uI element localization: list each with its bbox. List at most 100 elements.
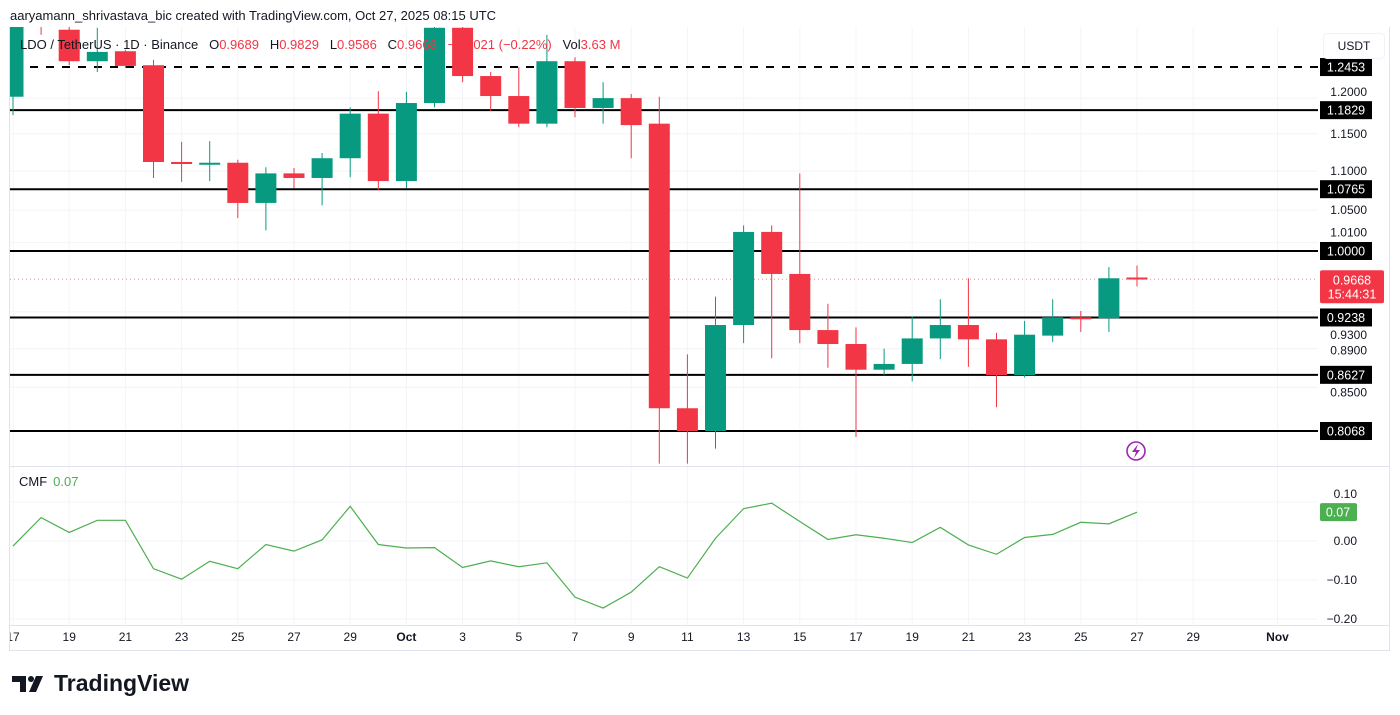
candle[interactable]: [564, 57, 586, 118]
candle[interactable]: [957, 278, 979, 367]
candle[interactable]: [1126, 265, 1148, 287]
candle[interactable]: [3, 12, 24, 116]
candle[interactable]: [339, 107, 361, 178]
time-tick-label: 23: [175, 630, 189, 644]
candle-body: [705, 325, 726, 432]
candle[interactable]: [789, 173, 811, 344]
time-tick-label: 27: [1130, 630, 1144, 644]
tradingview-logo[interactable]: TradingView: [12, 670, 189, 697]
cmf-pane: [10, 501, 1318, 620]
candle-body: [536, 61, 558, 124]
candle[interactable]: [1042, 299, 1064, 343]
candle-body: [199, 162, 221, 165]
level-badge-label: 1.0000: [1327, 245, 1365, 259]
candle[interactable]: [733, 225, 755, 344]
cmf-tick-label: −0.10: [1327, 573, 1358, 587]
candle-body: [929, 325, 951, 339]
candle[interactable]: [143, 59, 164, 178]
candle[interactable]: [845, 327, 867, 438]
time-tick-label: Nov: [1266, 630, 1289, 644]
low-value: 0.9586: [337, 37, 377, 52]
candle[interactable]: [311, 152, 333, 206]
time-tick-label: 17: [6, 630, 20, 644]
event-marker[interactable]: [1126, 441, 1146, 461]
price-tick-label: 0.8500: [1330, 385, 1367, 399]
candle[interactable]: [986, 332, 1007, 408]
level-badge: [1320, 242, 1372, 260]
candle[interactable]: [199, 141, 221, 182]
candle[interactable]: [620, 93, 642, 159]
bar-countdown-label: 15:44:31: [1328, 287, 1377, 301]
candle-body: [1098, 278, 1120, 319]
cmf-label[interactable]: CMF: [19, 474, 48, 489]
candle-body: [901, 338, 923, 364]
current-price-badge: [1320, 270, 1384, 304]
time-tick-label: 11: [681, 630, 694, 644]
time-tick-label: 29: [1187, 630, 1201, 644]
candle[interactable]: [536, 34, 558, 128]
volume-value: 3.63 M: [580, 37, 621, 52]
candle[interactable]: [648, 96, 670, 464]
change-value: −0.0021 (−0.22%): [447, 37, 552, 52]
price-tick-label: 1.0500: [1330, 203, 1367, 217]
candle[interactable]: [395, 91, 417, 189]
currency-button[interactable]: USDT: [1323, 33, 1385, 59]
candle[interactable]: [761, 225, 783, 359]
time-axis[interactable]: 17 19 21 23 25 27 29 Oct 3 5 7 9 11 13 15 17 19 21 23 25 27 2…: [6, 630, 1289, 644]
symbol-legend: LDO / TetherUS · 1D · Binance O0.9689 H0…: [20, 37, 620, 52]
level-badge-label: 0.8068: [1327, 425, 1365, 439]
candle-body: [10, 27, 24, 97]
price-tick-label: 1.1500: [1330, 127, 1367, 141]
candle[interactable]: [592, 82, 614, 124]
time-tick-label: 21: [962, 630, 976, 644]
candles: [3, 0, 1148, 464]
candle-body: [114, 51, 136, 66]
price-tick-label: 1.0100: [1330, 226, 1367, 240]
candle[interactable]: [171, 141, 193, 182]
symbol-title[interactable]: LDO / TetherUS · 1D · Binance: [20, 37, 199, 52]
candle-body: [508, 96, 530, 124]
time-tick-label: 25: [231, 630, 245, 644]
candle-body: [873, 363, 895, 370]
candle-body: [648, 123, 670, 409]
candle[interactable]: [86, 27, 108, 72]
cmf-tick-label: 0.10: [1334, 487, 1358, 501]
candle[interactable]: [31, 0, 52, 35]
candle-body: [58, 29, 80, 62]
candle-body: [452, 27, 474, 77]
candle-body: [171, 161, 193, 164]
candle[interactable]: [1098, 267, 1120, 332]
candle[interactable]: [424, 12, 445, 108]
candle-body: [339, 113, 361, 159]
candle[interactable]: [480, 71, 502, 111]
candle[interactable]: [114, 49, 136, 68]
candle[interactable]: [901, 316, 923, 382]
candle[interactable]: [227, 159, 249, 219]
candle[interactable]: [929, 299, 951, 360]
candle[interactable]: [508, 67, 530, 128]
candle[interactable]: [367, 91, 389, 191]
candle[interactable]: [1070, 310, 1092, 332]
candle-body: [761, 231, 783, 274]
price-tick-label: 1.2000: [1330, 85, 1367, 99]
candle[interactable]: [676, 354, 698, 464]
candle[interactable]: [817, 303, 839, 368]
price-tick-label: 1.1000: [1330, 164, 1367, 178]
candle-body: [592, 98, 614, 108]
candle-body: [733, 231, 755, 326]
candle[interactable]: [452, 18, 474, 83]
candle[interactable]: [705, 296, 726, 449]
level-badge: [1320, 101, 1372, 120]
candle[interactable]: [255, 167, 277, 231]
time-tick-label: 3: [459, 630, 466, 644]
price-axis[interactable]: 1.2453 1.1829 1.0765 1.0000 0.9238 0.8627 0.80…: [1320, 58, 1384, 626]
level-badge: [1320, 422, 1372, 441]
time-tick-label: 15: [793, 630, 807, 644]
candle[interactable]: [873, 348, 895, 376]
candle-body: [564, 61, 586, 108]
candle[interactable]: [283, 168, 305, 189]
chart-credit: aaryamann_shrivastava_bic created with T…: [10, 8, 497, 23]
candle[interactable]: [1014, 320, 1036, 378]
candle[interactable]: [58, 25, 80, 66]
